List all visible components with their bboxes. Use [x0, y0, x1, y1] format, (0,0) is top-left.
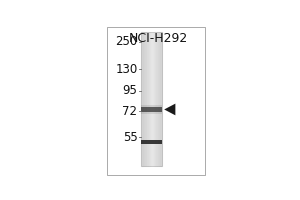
- Bar: [141, 107, 162, 112]
- Bar: [141, 140, 162, 144]
- Text: 95: 95: [123, 84, 137, 97]
- Text: 72: 72: [122, 105, 137, 118]
- Polygon shape: [164, 104, 176, 115]
- Bar: [107, 27, 205, 175]
- Text: NCI-H292: NCI-H292: [129, 32, 188, 45]
- Text: 130: 130: [115, 63, 137, 76]
- Text: 250: 250: [115, 35, 137, 48]
- Bar: [141, 32, 162, 166]
- Text: 55: 55: [123, 131, 137, 144]
- Bar: [141, 105, 162, 114]
